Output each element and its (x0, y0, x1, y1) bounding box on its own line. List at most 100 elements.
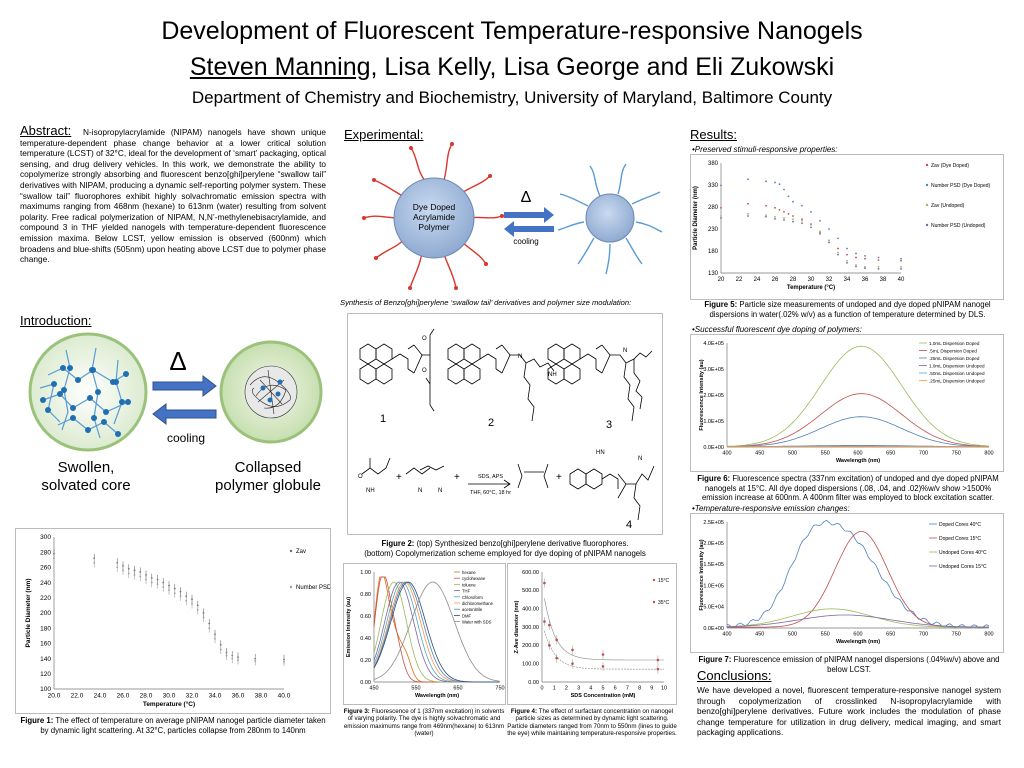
y-tick-label: 300.00 (522, 625, 539, 631)
data-point (810, 226, 812, 229)
y-tick-label: 0.40 (360, 636, 371, 642)
legend-label: .50mL Dispersion Undoped (929, 371, 985, 376)
figure-6-frame: 400 450 500 550 600 650 700 750 800 0.0E+00 1.0E+0… (690, 334, 1004, 472)
x-tick-label: 24 (754, 277, 761, 283)
x-tick-label: 2 (565, 686, 568, 692)
svg-text:O: O (422, 336, 427, 342)
first-author: Steven Manning (189, 53, 371, 81)
x-tick-label: 650 (886, 632, 895, 638)
svg-text:NH: NH (366, 488, 375, 494)
co-authors: , Lisa Kelly, Lisa George and Eli Zukows… (370, 53, 835, 81)
data-point (191, 602, 193, 605)
y-tick-label: 1.0E+05 (703, 419, 724, 425)
conclusions-heading: Conclusions: (697, 668, 772, 683)
figure-1-frame: 20.0 22.0 24.0 26.0 28.0 30.0 32.0 34.0 36.0 38.0… (15, 528, 332, 714)
intro-delta-label: Δ (169, 346, 186, 376)
legend-label: 35°C (658, 600, 670, 606)
author-line: Steven Manning, Lisa Kelly, Lisa George … (0, 52, 1024, 82)
legend-label: Zav (296, 549, 306, 555)
x-tick-label: 700 (919, 632, 928, 638)
y-tick-label: 0.60 (360, 614, 371, 620)
y-tick-label: 3.0E+05 (703, 367, 724, 373)
x-tick-label: 5 (601, 686, 604, 692)
data-point (656, 658, 660, 662)
x-tick-label: 32.0 (186, 693, 199, 700)
fit-curve (544, 598, 664, 661)
y-axis-title: Particle Diameter (nm) (25, 579, 32, 648)
y-tick-label: 220 (40, 595, 51, 602)
data-point (237, 659, 239, 662)
figure-4-text: The effect of surfactant concentration o… (507, 708, 677, 738)
data-point (179, 590, 182, 593)
data-point (801, 218, 803, 221)
data-point (846, 247, 848, 250)
data-point (231, 657, 234, 660)
legend-label: Water with SDS (462, 620, 492, 625)
data-point (877, 268, 880, 270)
figure-5-text: Particle size measurements of undoped an… (709, 300, 991, 319)
results-bullet-2: •Successful fluorescent dye doping of po… (692, 325, 862, 334)
y-tick-label: 1.00 (360, 570, 371, 576)
data-point (864, 267, 866, 270)
data-point (900, 259, 902, 262)
data-point (53, 557, 55, 560)
introduction-heading: Introduction: (20, 313, 92, 328)
x-axis-title: Wavelength (nm) (415, 693, 459, 699)
legend-label: THF (462, 589, 471, 594)
data-point (792, 200, 794, 203)
x-tick-label: 26.0 (117, 693, 130, 700)
svg-text:O: O (422, 368, 427, 374)
exp-heating-arrow (504, 207, 554, 223)
data-point (179, 595, 182, 598)
legend-marker (289, 585, 293, 589)
data-point (864, 254, 866, 257)
x-axis-title: SDS Concentration (mM) (571, 693, 636, 699)
x-tick-label: 700 (919, 451, 928, 457)
figure-1-caption: Figure 1: The effect of temperature on a… (18, 716, 328, 735)
legend-label: cyclohexane (462, 576, 486, 581)
legend-label: acetonitrile (462, 607, 483, 612)
legend-label: toluene (462, 582, 476, 587)
data-point (139, 571, 142, 573)
x-tick-label: 38 (880, 277, 887, 283)
x-tick-label: 4 (589, 686, 592, 692)
department: Department of Chemistry and Biochemistry… (191, 88, 833, 107)
legend-marker (925, 223, 929, 227)
y-tick-label: 0.20 (360, 658, 371, 664)
figure-4-frame: 0 1 2 3 4 5 6 7 8 9 10 0.00 100.00 200.00 300.00 400.00… (507, 563, 677, 705)
compound-label-1: 1 (380, 413, 386, 425)
figure-6-text: Fluorescence spectra (337nm excitation) … (701, 474, 999, 503)
legend-marker (652, 578, 656, 582)
results-bullet-3: •Temperature-responsive emission changes… (692, 504, 850, 513)
y-tick-label: 1.5E+05 (703, 562, 724, 568)
collapsed-label-line1: Collapsed (235, 459, 302, 476)
x-tick-label: 20.0 (48, 693, 61, 700)
experimental-heading: Experimental: (344, 127, 424, 142)
data-point (810, 224, 812, 226)
legend-marker (289, 549, 293, 553)
data-point (837, 237, 839, 240)
svg-text:N: N (418, 488, 422, 494)
x-tick-label: 34 (844, 277, 851, 283)
x-tick-label: 34.0 (209, 693, 222, 700)
data-point (191, 598, 193, 601)
synthesis-caption: Synthesis of Benzo[ghi]perylene ‘swallow… (340, 298, 632, 307)
y-tick-label: 0.0E+00 (703, 445, 724, 451)
y-tick-label: 2.0E+05 (703, 541, 724, 547)
x-tick-label: 450 (369, 686, 378, 692)
fit-curve (544, 630, 664, 670)
y-tick-label: 180 (708, 249, 719, 255)
legend-marker (925, 183, 929, 187)
figure-4-label: Figure 4: (510, 708, 538, 715)
data-point (846, 259, 848, 262)
introduction-diagram: Δ cooling Swollen, solvated core Collaps… (28, 332, 323, 494)
svg-text:NH: NH (548, 372, 557, 378)
figure-6-caption: Figure 6: Fluorescence spectra (337nm ex… (692, 474, 1004, 503)
exp-cooling-arrow (504, 221, 554, 237)
spectrum-curve (726, 345, 990, 447)
x-tick-label: 24.0 (94, 693, 107, 700)
data-point (196, 604, 199, 607)
figure-2-text: (top) Synthesized benzo[ghi]perylene der… (414, 539, 629, 548)
y-tick-label: 4.0E+05 (703, 341, 724, 347)
legend-label: dichloromethane (462, 601, 494, 606)
